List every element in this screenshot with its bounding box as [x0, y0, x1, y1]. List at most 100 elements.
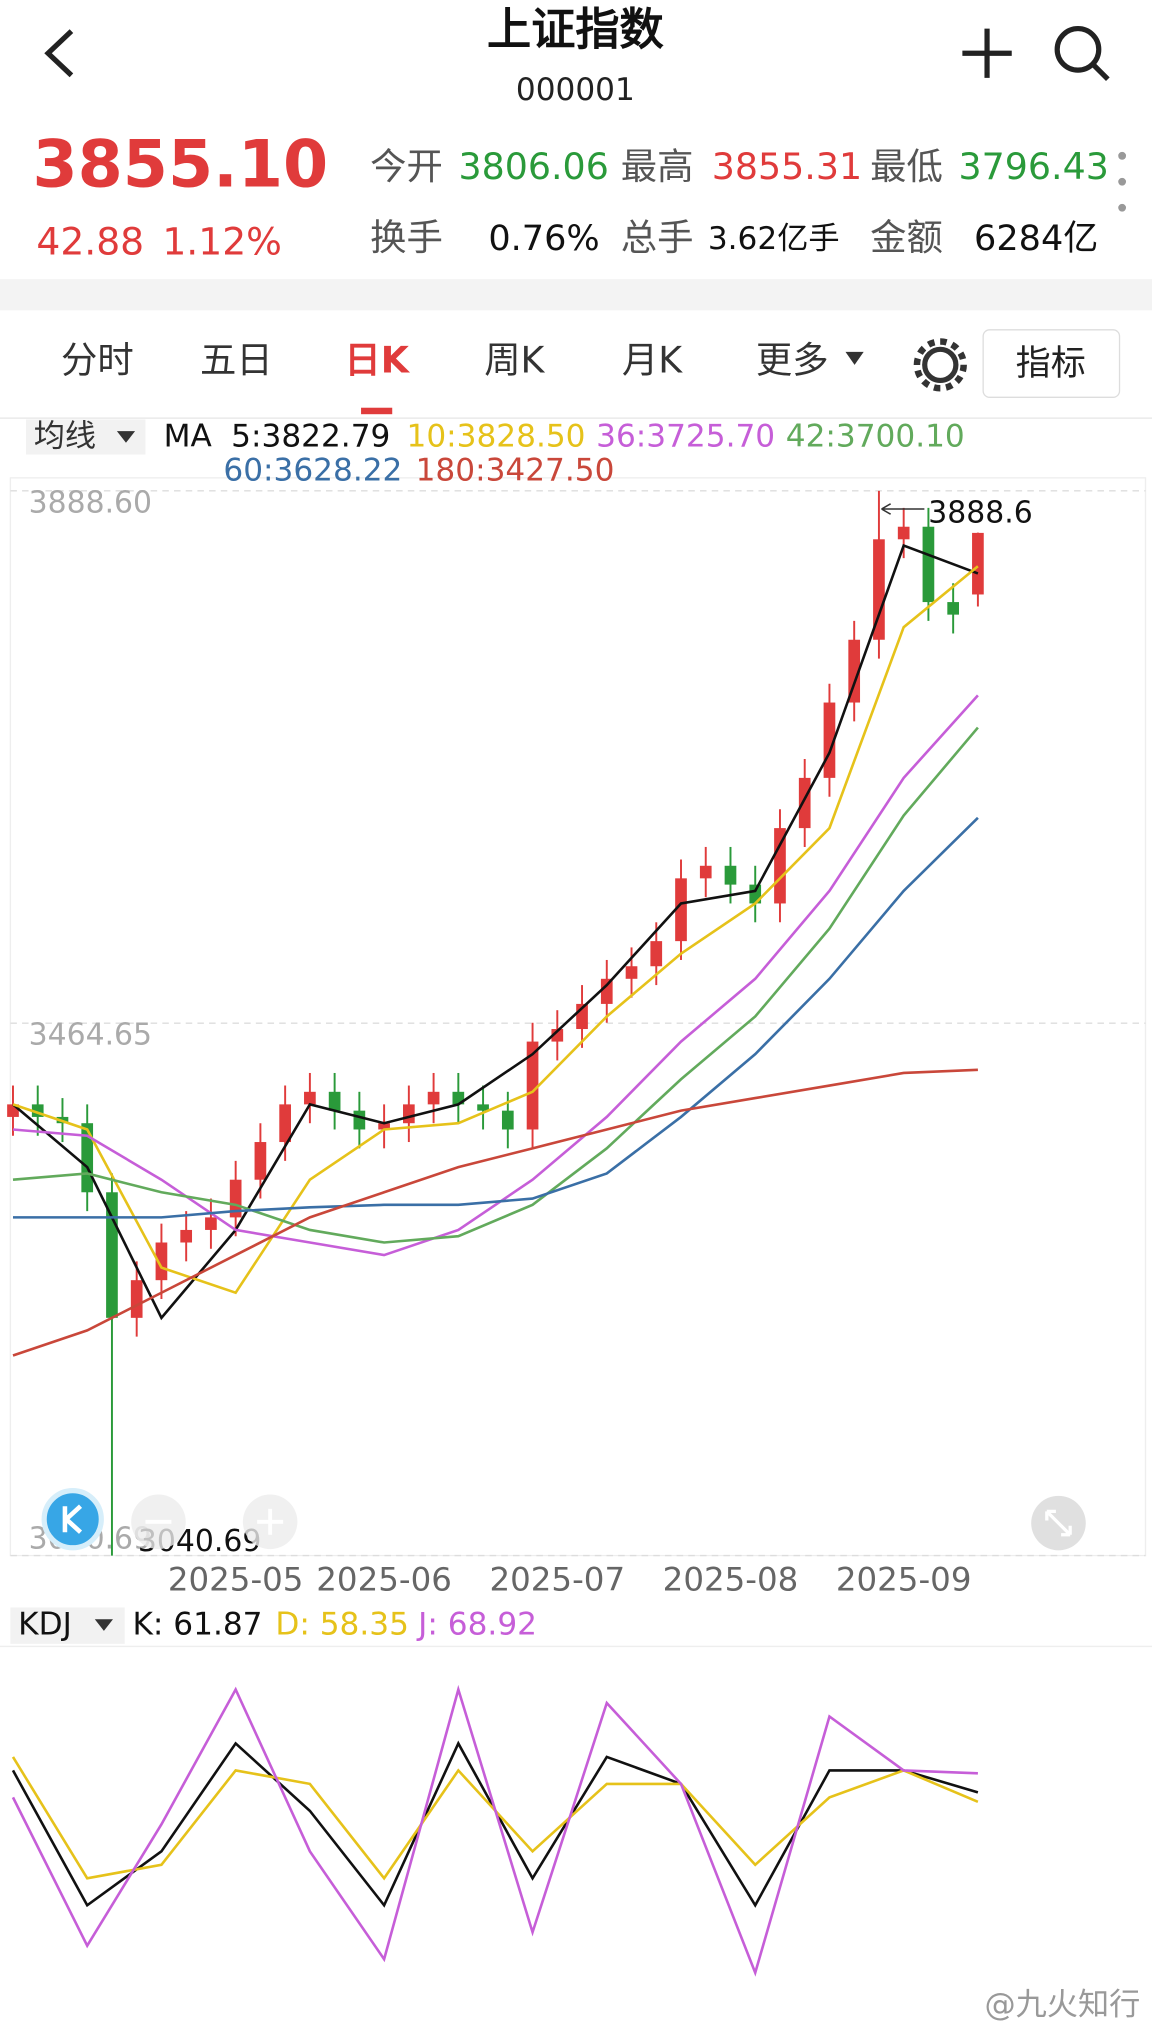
candle-body: [526, 1041, 539, 1130]
candle-body: [501, 1110, 514, 1130]
high-label: 3888.6: [928, 496, 1032, 531]
candle-body: [873, 539, 885, 640]
add-button[interactable]: [962, 28, 1012, 78]
field-value: 3.62亿手: [708, 221, 840, 257]
tab-underline: [361, 407, 393, 415]
watermark: @九火知行: [984, 1987, 1140, 2023]
candle-body: [155, 1242, 168, 1281]
candle-body: [452, 1091, 465, 1105]
legend-entry: 5:3822.79: [231, 419, 390, 455]
field-value: 3806.06: [458, 145, 608, 188]
ma-line: [12, 1068, 978, 1357]
tab[interactable]: 更多: [756, 338, 829, 381]
candle-body: [31, 1104, 44, 1117]
candle-body: [551, 1029, 564, 1042]
field-label: 金额: [870, 216, 943, 259]
ma-selector-label: 均线: [34, 419, 96, 455]
ma-line: [12, 726, 979, 1244]
legend-entry: D: 58.35: [275, 1607, 409, 1643]
candle-body: [81, 1123, 94, 1193]
tab[interactable]: 五日: [200, 338, 273, 381]
candle-body: [106, 1192, 118, 1318]
candle-body: [576, 1003, 588, 1030]
title: 上证指数: [487, 4, 664, 55]
x-tick-label: 2025-08: [663, 1561, 799, 1599]
legend-entry: 180:3427.50: [416, 452, 615, 488]
candle-body: [427, 1091, 440, 1105]
legend-entry: 10:3828.50: [407, 419, 586, 455]
tab[interactable]: 周K: [484, 338, 545, 381]
candle-body: [378, 1123, 390, 1130]
field-label: 今开: [370, 145, 443, 188]
candle-body: [180, 1229, 193, 1243]
high-arrow: [881, 503, 925, 515]
gear-icon: [922, 346, 959, 384]
chart-frame: [9, 477, 1147, 1557]
legend-entry: 42:3700.10: [786, 419, 965, 455]
field-value: 6284亿: [974, 218, 1098, 259]
settings-button[interactable]: [913, 338, 967, 392]
dropdown-arrow: [845, 351, 864, 365]
x-tick-label: 2025-05: [168, 1561, 304, 1599]
ma-line: [12, 694, 979, 1257]
candle-body: [749, 884, 762, 904]
field-label: 换手: [370, 216, 443, 259]
candle-body: [353, 1110, 366, 1130]
tab[interactable]: 日K: [344, 338, 410, 381]
legend-entry: 36:3725.70: [596, 419, 775, 455]
dropdown-arrow: [116, 431, 136, 443]
candle-body: [477, 1104, 489, 1111]
kdj-line: [11, 1684, 978, 1977]
y-tick-label: 3888.60: [29, 485, 152, 520]
candle-body: [848, 639, 861, 703]
candle-body: [7, 1104, 19, 1117]
candle-body: [972, 532, 984, 595]
field-value: 3796.43: [958, 145, 1108, 188]
candle-body: [600, 978, 613, 1004]
candle-body: [328, 1091, 341, 1111]
more-dot: [1118, 177, 1127, 186]
candle-body: [304, 1091, 316, 1105]
candle-body: [774, 828, 786, 904]
y-tick-label: 3464.65: [29, 1018, 152, 1053]
x-tick-label: 2025-07: [489, 1561, 625, 1599]
x-tick-label: 2025-06: [316, 1561, 452, 1599]
field-label: 总手: [621, 216, 694, 259]
k-button[interactable]: [41, 1488, 104, 1551]
indicator-label: 指标: [1016, 343, 1086, 384]
search-icon: [1054, 25, 1102, 73]
candle-body: [922, 526, 935, 603]
gear-icon: [913, 338, 967, 392]
candle-body: [699, 865, 712, 879]
candle-body: [279, 1104, 291, 1143]
ma-line: [12, 543, 979, 1321]
k-icon: [62, 1504, 83, 1534]
ma-line: [12, 816, 979, 1219]
fullscreen-icon: [1045, 1509, 1072, 1537]
field-label: 最高: [621, 145, 694, 188]
candle-body: [625, 966, 638, 979]
legend-entry: K: 61.87: [132, 1607, 262, 1643]
candle-body: [650, 941, 663, 967]
change: 42.88: [36, 220, 144, 264]
field-value: 0.76%: [488, 218, 599, 259]
tab[interactable]: 月K: [622, 338, 683, 381]
candle-body: [823, 702, 836, 778]
candle-body: [798, 777, 811, 829]
change-pct: 1.12%: [162, 220, 282, 264]
more-dot: [1118, 203, 1127, 212]
candle-body: [229, 1179, 242, 1218]
price: 3855.10: [32, 127, 328, 202]
search-button[interactable]: [1054, 25, 1110, 82]
legend-entry: 60:3628.22: [223, 452, 402, 488]
x-tick-label: 2025-09: [836, 1561, 972, 1599]
code: 000001: [516, 72, 635, 108]
back-button[interactable]: [44, 29, 74, 78]
field-label: 最低: [870, 145, 943, 188]
dropdown-arrow: [94, 1619, 113, 1631]
indicator-button[interactable]: [982, 329, 1121, 398]
tab[interactable]: 分时: [61, 338, 134, 381]
candle-body: [130, 1280, 143, 1318]
